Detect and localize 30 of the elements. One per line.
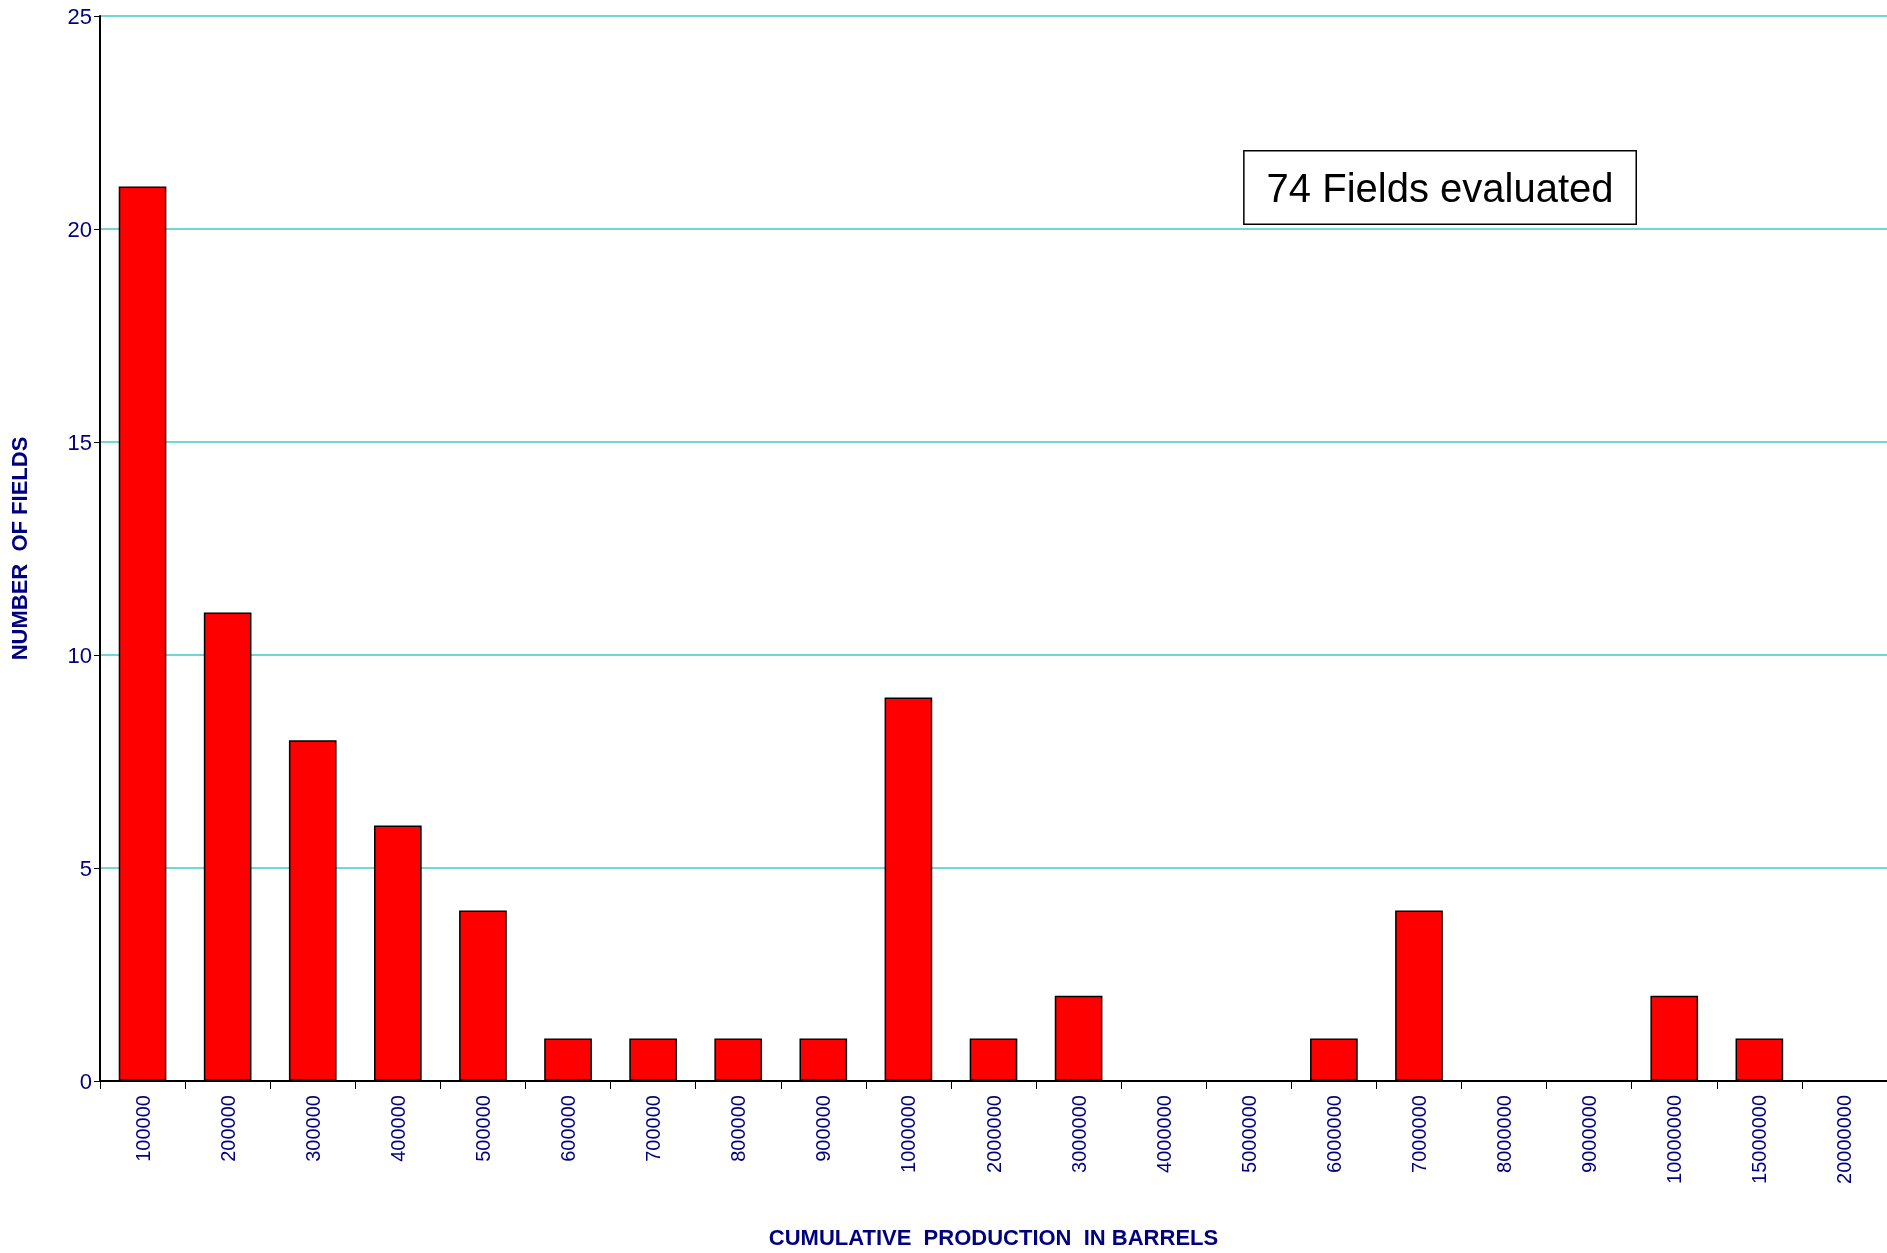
x-tick-label: 900000 [812, 1095, 835, 1162]
x-tick-label: 600000 [557, 1095, 580, 1162]
x-tick-label: 300000 [301, 1095, 324, 1162]
y-tick-label: 5 [79, 855, 92, 881]
y-tick-label: 10 [67, 642, 92, 668]
x-tick-label: 100000 [131, 1095, 154, 1162]
y-tick-label: 0 [79, 1068, 92, 1094]
x-tick-label: 6000000 [1322, 1095, 1345, 1173]
x-tick-label: 800000 [727, 1095, 750, 1162]
x-tick-label: 200000 [216, 1095, 239, 1162]
y-axis-title: NUMBER OF FIELDS [6, 436, 32, 661]
x-tick-label: 2000000 [982, 1095, 1005, 1173]
x-tick-label: 4000000 [1152, 1095, 1175, 1173]
x-tick-label: 20000000 [1833, 1095, 1856, 1184]
y-tick-label: 15 [67, 429, 92, 455]
x-tick-label: 7000000 [1407, 1095, 1430, 1173]
x-tick-label: 1000000 [897, 1095, 920, 1173]
y-tick-label: 25 [67, 3, 92, 29]
x-tick-label: 700000 [642, 1095, 665, 1162]
x-tick-label: 3000000 [1067, 1095, 1090, 1173]
y-tick-label: 20 [67, 216, 92, 242]
x-tick-label: 5000000 [1237, 1095, 1260, 1173]
x-axis-title: CUMULATIVE PRODUCTION IN BARRELS [768, 1224, 1219, 1250]
x-tick-label: 400000 [386, 1095, 409, 1162]
x-tick-label: 15000000 [1748, 1095, 1771, 1184]
x-tick-label: 8000000 [1493, 1095, 1516, 1173]
x-tick-label: 9000000 [1578, 1095, 1601, 1173]
annotation: 74 Fields evaluated [1266, 165, 1614, 210]
x-tick-label: 10000000 [1663, 1095, 1686, 1184]
x-tick-label: 500000 [471, 1095, 494, 1162]
